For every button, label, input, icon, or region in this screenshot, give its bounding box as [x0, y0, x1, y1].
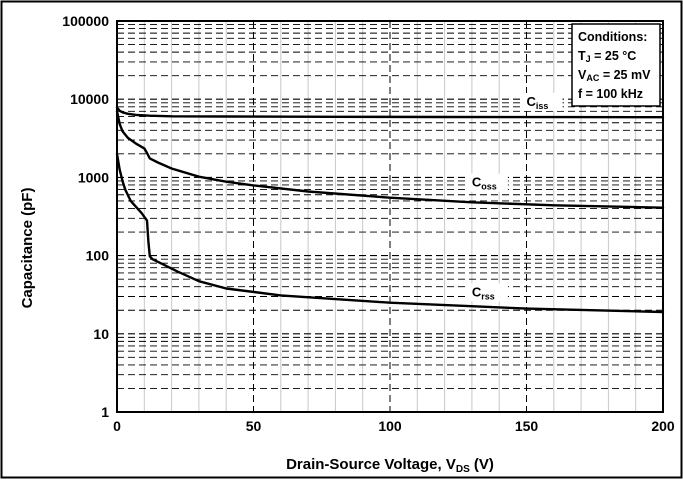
y-tick-label: 1000 — [78, 169, 109, 185]
legend-line-tj: TJ = 25 °C — [578, 49, 636, 64]
series-line-iss — [115, 106, 665, 119]
x-tick-label: 100 — [378, 418, 402, 434]
series-label-main: C — [527, 94, 537, 109]
legend-line-tj-rest: = 25 °C — [591, 49, 637, 63]
x-axis-label-unit: (V) — [470, 456, 494, 473]
series-label-iss: Ciss — [527, 94, 549, 111]
series-label-bg-iss — [522, 92, 563, 111]
tick-labels: 0 50 100 150 200 1 10 100 1000 10000 100000 — [62, 13, 675, 434]
series-label-rss: Crss — [472, 284, 495, 301]
series-label-bg-rss — [467, 283, 508, 302]
legend-line-freq: f = 100 kHz — [578, 87, 643, 101]
legend-line-vac-sub: AC — [586, 73, 599, 83]
series-label-main: C — [472, 284, 482, 299]
series-label-sub: rss — [481, 291, 495, 301]
legend-title: Conditions: — [578, 30, 647, 44]
legend-line-vac-rest: = 25 mV — [599, 68, 651, 82]
x-tick-label: 150 — [515, 418, 539, 434]
series-label-sub: iss — [536, 101, 549, 111]
legend-line-vac-main: V — [578, 68, 587, 82]
y-axis-label: Capacitance (pF) — [19, 188, 36, 309]
legend-line-tj-main: T — [578, 49, 586, 63]
x-tick-label: 0 — [113, 418, 121, 434]
series-label-oss: Coss — [472, 175, 497, 192]
y-tick-label: 100000 — [62, 13, 109, 29]
legend-line-tj-sub: J — [586, 54, 591, 64]
y-tick-label: 10000 — [70, 91, 109, 107]
x-tick-label: 50 — [246, 418, 262, 434]
series-line-oss — [115, 110, 665, 209]
x-axis-label: Drain-Source Voltage, VDS (V) — [286, 456, 494, 475]
legend-frame — [571, 23, 661, 107]
x-tick-label: 200 — [651, 418, 675, 434]
y-tick-label: 100 — [86, 248, 110, 264]
series-label-bg-oss — [467, 173, 508, 192]
y-tick-label: 1 — [101, 404, 109, 420]
y-tick-label: 10 — [93, 326, 109, 342]
legend-line-vac: VAC = 25 mV — [578, 68, 651, 83]
legend-line-freq-main: f = 100 kHz — [578, 87, 643, 101]
series-line-rss — [115, 152, 665, 314]
series-label-main: C — [472, 175, 482, 190]
series-layer — [115, 106, 665, 314]
x-axis-label-sub: DS — [456, 464, 470, 475]
plot-frame — [116, 20, 664, 413]
x-axis-label-main: Drain-Source Voltage, V — [286, 456, 456, 473]
series-label-sub: oss — [481, 182, 497, 192]
conditions-legend: Conditions: TJ = 25 °C VAC = 25 mV f = 1… — [571, 23, 661, 107]
